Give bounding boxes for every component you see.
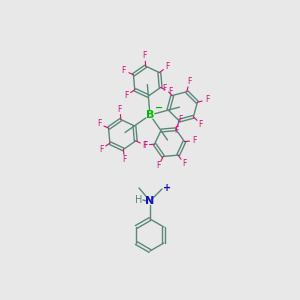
Text: F: F — [143, 141, 147, 150]
Text: F: F — [178, 115, 182, 124]
Text: F: F — [163, 84, 167, 93]
Text: F: F — [174, 126, 178, 135]
Text: F: F — [142, 51, 147, 60]
Text: N: N — [146, 196, 154, 206]
Text: F: F — [205, 95, 210, 104]
Text: F: F — [187, 77, 192, 86]
Text: F: F — [97, 119, 101, 128]
Text: +: + — [163, 183, 171, 193]
Text: F: F — [99, 145, 103, 154]
Text: F: F — [193, 136, 197, 145]
Text: F: F — [168, 87, 172, 96]
Text: −: − — [155, 103, 163, 113]
Text: F: F — [166, 62, 170, 71]
Text: F: F — [182, 159, 186, 168]
Text: F: F — [142, 141, 146, 150]
Text: F: F — [199, 120, 203, 129]
Text: B: B — [146, 110, 154, 120]
Text: F: F — [157, 161, 161, 170]
Text: F: F — [122, 155, 127, 164]
Text: F: F — [118, 105, 122, 114]
Text: F: F — [124, 91, 128, 100]
Text: H: H — [135, 195, 143, 205]
Text: F: F — [122, 66, 126, 75]
